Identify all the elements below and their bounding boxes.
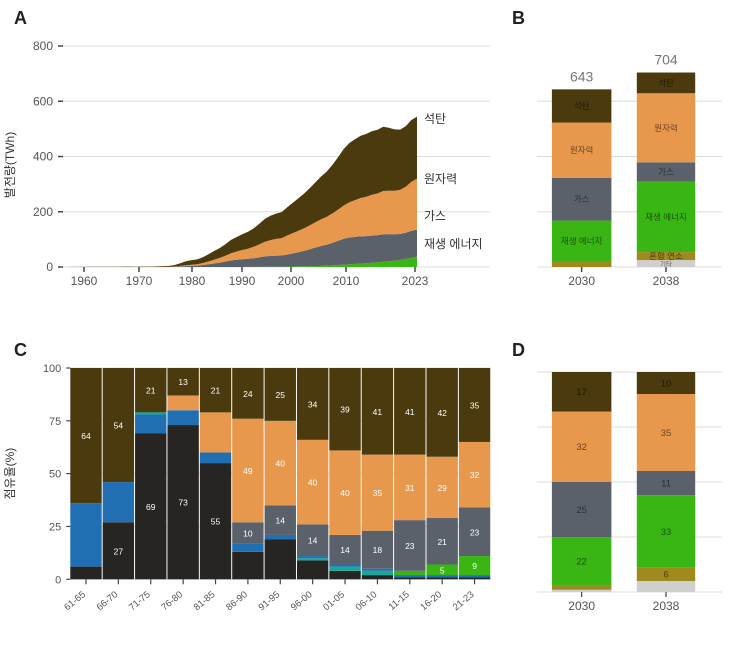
svg-text:10: 10 <box>243 528 253 538</box>
svg-text:11-15: 11-15 <box>387 589 412 613</box>
svg-text:2010: 2010 <box>333 274 360 288</box>
svg-text:석탄: 석탄 <box>658 78 674 88</box>
svg-text:6: 6 <box>663 570 668 581</box>
svg-text:1990: 1990 <box>229 274 256 288</box>
svg-text:704: 704 <box>654 52 678 68</box>
svg-text:39: 39 <box>340 405 350 415</box>
svg-text:75: 75 <box>49 416 61 428</box>
svg-text:석탄: 석탄 <box>574 101 590 111</box>
svg-text:42: 42 <box>437 408 447 418</box>
svg-text:25: 25 <box>576 505 587 516</box>
svg-text:14: 14 <box>276 516 286 526</box>
svg-text:50: 50 <box>49 469 61 481</box>
svg-text:25: 25 <box>49 521 61 533</box>
svg-text:24: 24 <box>243 389 253 399</box>
svg-text:21: 21 <box>211 386 221 396</box>
svg-text:가스: 가스 <box>424 209 446 223</box>
svg-text:96-00: 96-00 <box>289 589 315 613</box>
svg-text:71-75: 71-75 <box>127 589 153 613</box>
svg-text:33: 33 <box>661 527 672 538</box>
svg-text:23: 23 <box>405 541 415 551</box>
svg-text:2000: 2000 <box>278 274 305 288</box>
svg-text:06-10: 06-10 <box>354 589 380 613</box>
svg-text:49: 49 <box>243 466 253 476</box>
svg-text:643: 643 <box>570 68 594 84</box>
svg-text:54: 54 <box>114 421 124 431</box>
svg-text:18: 18 <box>373 545 383 555</box>
svg-text:점유율(%): 점유율(%) <box>3 448 17 500</box>
svg-text:64: 64 <box>81 431 91 441</box>
svg-text:55: 55 <box>211 517 221 527</box>
svg-text:21: 21 <box>146 386 156 396</box>
svg-text:21-23: 21-23 <box>451 589 477 613</box>
svg-text:27: 27 <box>114 546 124 556</box>
svg-text:2023: 2023 <box>402 274 429 288</box>
svg-text:석탄: 석탄 <box>424 112 446 126</box>
svg-text:86-90: 86-90 <box>224 589 250 613</box>
svg-text:400: 400 <box>33 150 53 164</box>
svg-text:0: 0 <box>46 260 53 274</box>
svg-text:32: 32 <box>576 442 587 453</box>
svg-text:17: 17 <box>576 387 587 398</box>
svg-text:13: 13 <box>178 377 188 387</box>
svg-text:원자력: 원자력 <box>570 145 593 155</box>
svg-text:40: 40 <box>340 488 350 498</box>
svg-text:69: 69 <box>146 502 156 512</box>
svg-text:가스: 가스 <box>658 167 674 177</box>
svg-text:32: 32 <box>470 470 480 480</box>
svg-text:40: 40 <box>308 478 318 488</box>
svg-text:혼합 연소: 혼합 연소 <box>649 251 683 261</box>
svg-text:35: 35 <box>470 400 480 410</box>
svg-text:9: 9 <box>472 561 477 571</box>
svg-text:200: 200 <box>33 205 53 219</box>
svg-text:01-05: 01-05 <box>321 589 347 613</box>
svg-text:원자력: 원자력 <box>424 172 457 186</box>
svg-text:76-80: 76-80 <box>159 589 185 613</box>
svg-text:29: 29 <box>437 483 447 493</box>
svg-text:73: 73 <box>178 498 188 508</box>
svg-text:재생 에너지: 재생 에너지 <box>645 212 686 222</box>
svg-text:2038: 2038 <box>653 599 680 613</box>
svg-text:31: 31 <box>405 483 415 493</box>
svg-text:재생 에너지: 재생 에너지 <box>424 237 483 251</box>
svg-text:14: 14 <box>340 545 350 555</box>
svg-text:11: 11 <box>661 478 671 489</box>
svg-text:600: 600 <box>33 94 53 108</box>
svg-text:가스: 가스 <box>574 194 590 204</box>
svg-text:16-20: 16-20 <box>418 589 444 613</box>
svg-text:91-95: 91-95 <box>257 589 283 613</box>
svg-text:34: 34 <box>308 399 318 409</box>
svg-text:14: 14 <box>308 536 318 546</box>
svg-text:22: 22 <box>576 557 587 568</box>
svg-text:5: 5 <box>440 565 445 575</box>
svg-text:1960: 1960 <box>71 274 98 288</box>
svg-text:800: 800 <box>33 39 53 53</box>
svg-text:2030: 2030 <box>568 274 595 288</box>
svg-text:0: 0 <box>55 574 61 586</box>
svg-text:66-70: 66-70 <box>95 589 121 613</box>
svg-text:2030: 2030 <box>568 599 595 613</box>
svg-text:재생 에너지: 재생 에너지 <box>561 236 602 246</box>
svg-text:원자력: 원자력 <box>654 123 677 133</box>
svg-text:발전량(TWh): 발전량(TWh) <box>3 132 17 198</box>
svg-text:25: 25 <box>276 390 286 400</box>
svg-text:81-85: 81-85 <box>192 589 218 613</box>
svg-text:100: 100 <box>43 363 61 375</box>
svg-text:1980: 1980 <box>179 274 206 288</box>
svg-text:1970: 1970 <box>126 274 153 288</box>
svg-text:10: 10 <box>661 378 672 389</box>
svg-text:61-65: 61-65 <box>62 589 88 613</box>
svg-text:35: 35 <box>661 428 672 439</box>
svg-text:41: 41 <box>373 407 383 417</box>
svg-text:41: 41 <box>405 407 415 417</box>
svg-text:40: 40 <box>276 459 286 469</box>
svg-text:21: 21 <box>437 537 447 547</box>
svg-text:23: 23 <box>470 527 480 537</box>
svg-text:2038: 2038 <box>653 274 680 288</box>
svg-text:35: 35 <box>373 488 383 498</box>
